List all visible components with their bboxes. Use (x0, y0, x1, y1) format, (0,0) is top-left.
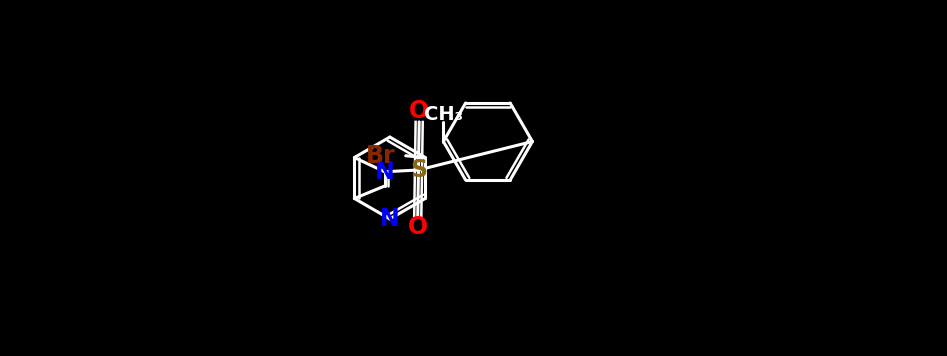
Text: O: O (408, 215, 428, 239)
Text: Br: Br (366, 144, 395, 168)
Text: S: S (410, 158, 427, 182)
Text: N: N (380, 207, 400, 231)
Text: O: O (409, 99, 429, 123)
Text: N: N (375, 160, 395, 184)
Text: CH₃: CH₃ (424, 105, 463, 124)
